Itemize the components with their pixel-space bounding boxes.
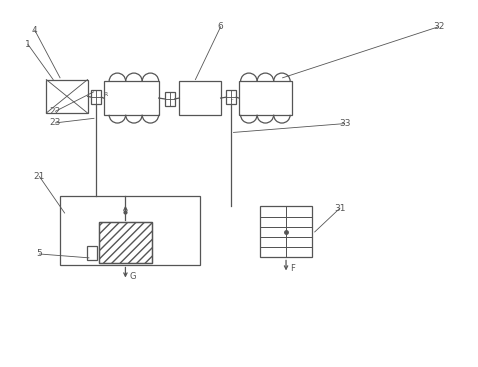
Text: R: R <box>104 92 108 97</box>
Bar <box>87 246 97 259</box>
Text: 31: 31 <box>334 204 346 212</box>
Bar <box>46 80 87 113</box>
Bar <box>99 222 152 263</box>
Text: 22: 22 <box>50 107 61 116</box>
Text: 33: 33 <box>339 119 350 128</box>
Bar <box>239 81 292 115</box>
Text: 1: 1 <box>25 40 31 49</box>
Text: F: F <box>290 264 294 273</box>
Text: r: r <box>230 98 232 103</box>
Bar <box>164 92 175 106</box>
Text: 21: 21 <box>34 172 45 181</box>
Bar <box>260 206 313 258</box>
Text: 6: 6 <box>218 22 224 31</box>
Text: G: G <box>129 272 136 281</box>
Bar <box>179 81 221 115</box>
Bar <box>60 196 200 265</box>
Bar <box>226 90 236 104</box>
Text: 32: 32 <box>433 22 444 31</box>
Bar <box>104 81 159 115</box>
Bar <box>99 222 152 263</box>
Bar <box>91 90 101 104</box>
Text: 23: 23 <box>50 119 61 127</box>
Text: 5: 5 <box>36 250 42 258</box>
Text: 4: 4 <box>32 26 38 35</box>
